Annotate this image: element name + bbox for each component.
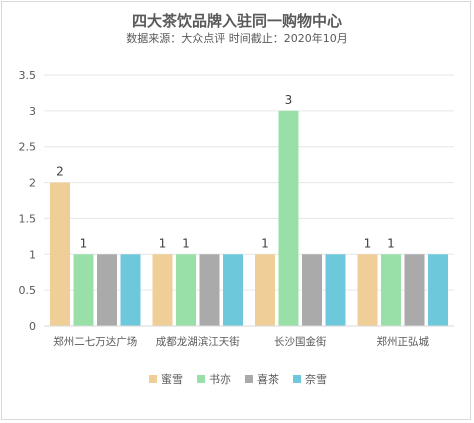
bar-喜茶-郑州正弘城	[404, 254, 425, 326]
legend: 蜜雪 书亦 喜茶 奈雪	[149, 372, 327, 386]
y-tick-label: 1.5	[19, 212, 37, 225]
chart-subtitle: 数据来源：大众点评 时间截止：2020年10月	[126, 31, 348, 45]
legend-swatch-喜茶	[245, 375, 253, 383]
legend-label: 书亦	[209, 372, 231, 386]
legend-swatch-书亦	[197, 375, 205, 383]
bar-书亦-郑州二七万达广场	[73, 254, 94, 326]
y-tick-label: 2	[29, 177, 36, 190]
y-tick-label: 2.5	[19, 141, 37, 154]
x-axis: 郑州二七万达广场 成都龙湖滨江天街 长沙国金街 郑州正弘城	[44, 325, 454, 348]
bar-奈雪-成都龙湖滨江天街	[223, 254, 243, 326]
data-labels: 2 1 1 1 1 3 1 1	[56, 93, 395, 250]
y-tick-label: 3.5	[19, 69, 37, 82]
legend-label: 奈雪	[305, 372, 327, 386]
bar-喜茶-郑州二七万达广场	[97, 254, 117, 326]
bar-奈雪-郑州正弘城	[428, 254, 448, 326]
bar-奈雪-郑州二七万达广场	[120, 254, 141, 326]
legend-label: 喜茶	[257, 373, 279, 386]
bar-书亦-郑州正弘城	[381, 254, 401, 326]
x-tick-label: 成都龙湖滨江天街	[156, 335, 240, 348]
y-tick-label: 3	[29, 105, 36, 118]
x-tick-label: 郑州正弘城	[377, 335, 430, 348]
bar-蜜雪-郑州二七万达广场	[50, 182, 70, 326]
bars	[50, 110, 448, 326]
data-label: 1	[80, 236, 88, 250]
bar-蜜雪-成都龙湖滨江天街	[152, 254, 173, 326]
bar-蜜雪-郑州正弘城	[357, 254, 378, 326]
legend-swatch-奈雪	[293, 375, 301, 383]
x-tick-label: 长沙国金街	[274, 335, 327, 348]
data-label: 1	[364, 236, 372, 250]
bar-喜茶-长沙国金街	[302, 254, 322, 326]
y-tick-label: 0	[29, 320, 36, 333]
data-label: 3	[285, 93, 293, 107]
x-tick-label: 郑州二七万达广场	[53, 335, 137, 348]
data-label: 1	[261, 236, 269, 250]
bar-奈雪-长沙国金街	[325, 254, 346, 326]
bar-蜜雪-长沙国金街	[255, 254, 275, 326]
data-label: 1	[159, 236, 167, 250]
chart-title: 四大茶饮品牌入驻同一购物中心	[132, 12, 342, 30]
y-tick-label: 0.5	[19, 284, 37, 297]
y-axis: 0 0.5 1 1.5 2 2.5 3 3.5	[19, 69, 37, 333]
bar-书亦-长沙国金街	[278, 110, 299, 326]
data-label: 2	[56, 165, 64, 179]
bar-书亦-成都龙湖滨江天街	[176, 254, 196, 326]
legend-label: 蜜雪	[161, 372, 183, 386]
y-tick-label: 1	[29, 248, 36, 261]
legend-swatch-蜜雪	[149, 375, 157, 383]
bar-喜茶-成都龙湖滨江天街	[199, 254, 220, 326]
data-label: 1	[182, 236, 190, 250]
data-label: 1	[387, 236, 395, 250]
